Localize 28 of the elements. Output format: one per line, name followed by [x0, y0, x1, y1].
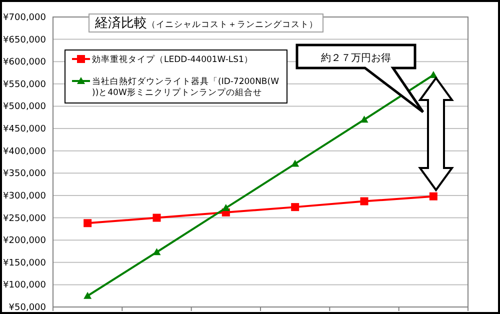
y-tick-label: ¥100,000: [3, 280, 46, 291]
y-tick-label: ¥400,000: [3, 146, 46, 157]
y-tick-label: ¥50,000: [8, 303, 46, 313]
point: [152, 248, 161, 256]
y-tick-label: ¥200,000: [3, 236, 46, 246]
point: [360, 116, 368, 123]
y-tick-label: ¥350,000: [3, 169, 46, 180]
legend-label: 効率重視タイプ（LEDD-44001W-LS1）: [92, 54, 253, 65]
y-tick-label: ¥450,000: [3, 124, 46, 135]
point: [84, 292, 92, 299]
y-tick-label: ¥150,000: [3, 258, 46, 268]
point: [360, 197, 368, 206]
y-tick-label: ¥550,000: [3, 80, 46, 90]
point: [291, 203, 300, 212]
y-tick-label: ¥250,000: [3, 214, 46, 224]
y-tick-label: ¥600,000: [3, 58, 46, 68]
y-tick-label: ¥700,000: [3, 13, 46, 23]
y-tick-label: ¥300,000: [3, 191, 46, 202]
y-tick-label: ¥650,000: [3, 35, 46, 46]
chart-subtitle: （イニシャルコスト＋ランニングコスト）: [147, 19, 318, 30]
annotation: 約２７万円お得: [321, 53, 391, 64]
point: [291, 160, 300, 167]
y-tick-label: ¥500,000: [3, 102, 46, 112]
legend-label: 当社白熱灯ダウンライト器具「(ID-7200NB(W))と40W形ミニクリプトンランプの組合せ: [92, 76, 280, 98]
point: [84, 219, 92, 228]
chart-title: 経済比較: [94, 15, 147, 31]
point: [152, 214, 161, 222]
point: [429, 192, 438, 200]
